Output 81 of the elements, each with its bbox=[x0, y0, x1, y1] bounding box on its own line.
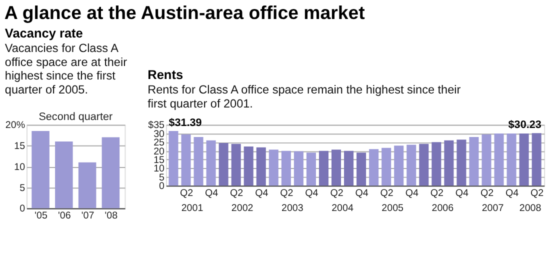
x-tick-label: Q2 bbox=[330, 188, 344, 199]
bar bbox=[268, 150, 278, 186]
text: 2004 bbox=[332, 203, 354, 214]
x-tick-label: Q4 bbox=[305, 188, 319, 199]
y-tick-label: 20% bbox=[5, 120, 26, 132]
y-tick-label: 25 bbox=[154, 138, 166, 149]
text: 2008 bbox=[519, 203, 542, 214]
y-tick-label: $35 bbox=[148, 120, 166, 132]
bar bbox=[482, 134, 492, 186]
chart-title: Vacancy rate bbox=[4, 25, 83, 40]
bar bbox=[532, 133, 542, 186]
x-tick-label: Q4 bbox=[204, 188, 219, 199]
bar bbox=[432, 142, 442, 186]
y-tick-label: 10 bbox=[14, 162, 26, 173]
bar bbox=[194, 136, 204, 186]
x-tick-label: Q4 bbox=[455, 188, 470, 199]
bar bbox=[356, 152, 366, 186]
y-tick-label: 5 bbox=[20, 182, 26, 194]
bar bbox=[394, 146, 404, 186]
text: 2001 bbox=[181, 203, 204, 214]
bar bbox=[419, 144, 429, 186]
text: 2003 bbox=[282, 203, 304, 214]
bar bbox=[231, 144, 241, 186]
bar bbox=[32, 131, 50, 208]
x-tick-label: Q2 bbox=[280, 188, 294, 199]
bar bbox=[519, 133, 529, 186]
x-tick-label: '06 bbox=[58, 210, 72, 222]
y-tick-label: 15 bbox=[14, 141, 26, 152]
bar bbox=[344, 150, 354, 186]
chart-subtitle: Vacancies for Class A office space are at their highest since the first quarter of 2005. bbox=[4, 42, 128, 96]
y-tick-label: 20 bbox=[154, 146, 166, 158]
x-tick-label: Q4 bbox=[505, 188, 520, 199]
y-tick-label: 0 bbox=[20, 204, 26, 215]
y-tick-label: 30 bbox=[154, 128, 166, 140]
text: Second quarter bbox=[38, 110, 113, 123]
text: 2005 bbox=[382, 203, 404, 214]
x-tick-label: Q4 bbox=[405, 188, 419, 199]
bar bbox=[369, 149, 379, 186]
text: A glance at the Austin-area office market bbox=[4, 2, 365, 24]
bar bbox=[506, 133, 516, 186]
bar bbox=[306, 152, 316, 186]
x-tick-label: Q2 bbox=[530, 188, 544, 199]
bar bbox=[55, 141, 73, 208]
y-tick-label: 10 bbox=[154, 164, 166, 175]
x-tick-label: '07 bbox=[81, 210, 94, 222]
bar bbox=[168, 131, 178, 186]
x-tick-label: '05 bbox=[34, 210, 48, 222]
data-label: $31.39 bbox=[168, 117, 202, 130]
bar bbox=[218, 143, 228, 186]
chart-subtitle: Rents for Class A office space remain the highest since their first quarter of 2001. bbox=[148, 84, 461, 110]
x-tick-label: Q2 bbox=[230, 188, 244, 199]
bar bbox=[406, 144, 416, 186]
y-tick-label: 0 bbox=[159, 181, 166, 192]
text: 2006 bbox=[432, 203, 454, 214]
data-label: $30.23 bbox=[508, 119, 542, 132]
x-tick-label: '08 bbox=[104, 210, 118, 222]
text: 2002 bbox=[231, 203, 254, 214]
chart-title: Rents bbox=[148, 67, 184, 82]
bar bbox=[78, 162, 96, 208]
bar bbox=[494, 133, 504, 186]
bar bbox=[206, 140, 216, 186]
bar bbox=[102, 137, 120, 208]
bar bbox=[244, 146, 254, 186]
x-tick-label: Q4 bbox=[355, 188, 369, 199]
y-tick-label: 5 bbox=[159, 172, 166, 184]
x-tick-label: Q2 bbox=[180, 188, 194, 199]
bar bbox=[469, 136, 479, 186]
bar bbox=[456, 140, 466, 186]
bar bbox=[382, 148, 392, 186]
bar bbox=[181, 134, 191, 186]
text: 2007 bbox=[482, 203, 504, 214]
bar bbox=[331, 150, 342, 186]
bar bbox=[444, 140, 454, 186]
bar bbox=[294, 151, 304, 186]
x-tick-label: Q2 bbox=[380, 188, 394, 199]
x-tick-label: Q2 bbox=[430, 188, 444, 199]
x-tick-label: Q4 bbox=[255, 188, 269, 199]
bar bbox=[318, 150, 328, 186]
bar bbox=[281, 150, 291, 186]
x-tick-label: Q2 bbox=[480, 188, 494, 199]
bar bbox=[256, 147, 266, 186]
